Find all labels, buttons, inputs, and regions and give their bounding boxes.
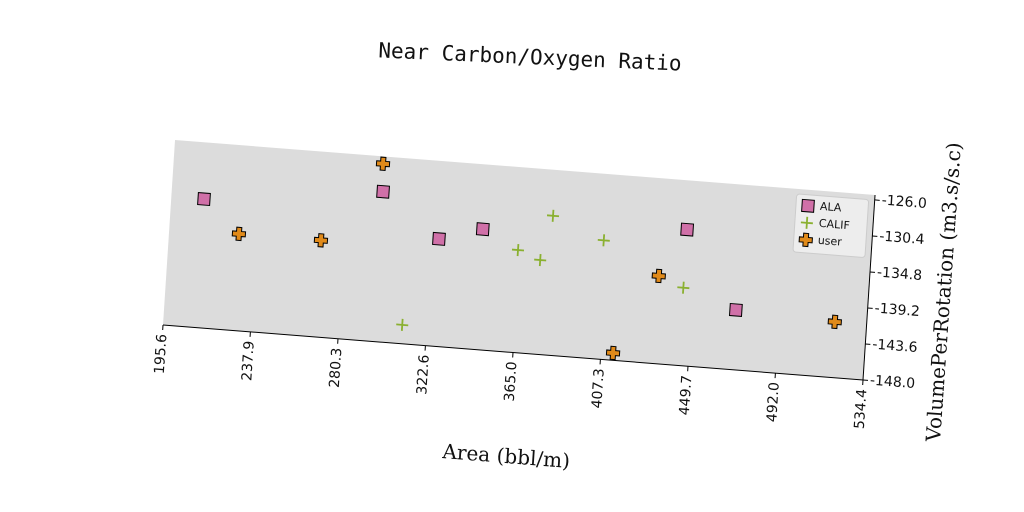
x-tick-label: 322.6 [414, 354, 433, 395]
point [432, 231, 446, 246]
point [680, 222, 695, 237]
point [376, 184, 390, 199]
legend-marker [800, 216, 813, 229]
legend-label: user [817, 234, 842, 249]
y-tick-label: -139.2 [874, 301, 920, 321]
point [651, 268, 666, 284]
x-tick-label: 407.3 [589, 368, 608, 409]
x-tick-label: 492.0 [764, 382, 783, 423]
x-tick-label: 365.0 [502, 361, 521, 402]
y-tick-label: -126.0 [881, 193, 927, 213]
point [534, 253, 547, 267]
y-axis-label: VolumePerRotation (m3.s/s.c) [921, 141, 966, 443]
y-axis [862, 194, 876, 381]
legend-marker [798, 232, 813, 248]
point [546, 209, 560, 222]
point [827, 314, 842, 330]
point [231, 226, 247, 242]
y-tick-label: -148.0 [869, 373, 915, 393]
y-tick-label: -130.4 [879, 229, 925, 249]
x-tick-label: 280.3 [327, 347, 346, 388]
y-tick-label: -143.6 [872, 337, 918, 357]
y-tick-label: -134.8 [877, 265, 923, 285]
legend-label: ALA [820, 200, 843, 215]
chart-title: Near Carbon/Oxygen Ratio [378, 38, 682, 75]
legend-label: CALIF [818, 217, 850, 232]
point [396, 318, 409, 331]
x-axis-label: Area (bbl/m) [441, 439, 571, 473]
x-tick-label: 449.7 [677, 375, 696, 416]
plot-area [163, 140, 876, 381]
point [475, 222, 490, 237]
point [313, 233, 329, 248]
point [677, 281, 690, 294]
x-tick-label: 195.6 [152, 333, 171, 374]
x-tick-label: 534.4 [852, 388, 871, 429]
legend-marker [801, 198, 815, 213]
x-tick-label: 237.9 [239, 340, 258, 381]
point [511, 243, 525, 257]
plot: Area (bbl/m) 195.6 237.9 280.3 322.6 365.0 40… [152, 140, 927, 473]
point [597, 234, 610, 247]
point [197, 192, 211, 207]
point [605, 345, 621, 361]
point [728, 302, 743, 317]
point [375, 156, 391, 171]
